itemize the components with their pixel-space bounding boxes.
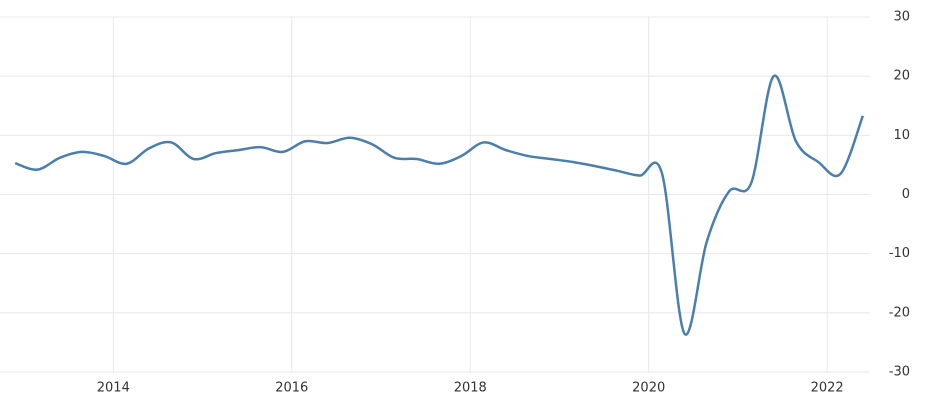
x-tick-label: 2022 bbox=[811, 381, 844, 396]
x-tick-label: 2020 bbox=[632, 381, 665, 396]
x-tick-label: 2018 bbox=[454, 381, 487, 396]
y-tick-label: 10 bbox=[893, 128, 910, 143]
y-tick-label: -30 bbox=[889, 365, 910, 380]
y-tick-label: -20 bbox=[889, 305, 910, 320]
y-tick-label: 20 bbox=[893, 69, 910, 84]
x-tick-label: 2016 bbox=[275, 381, 308, 396]
y-tick-label: 0 bbox=[902, 187, 910, 202]
y-tick-label: -10 bbox=[889, 246, 910, 261]
y-tick-label: 30 bbox=[893, 10, 910, 25]
line bbox=[14, 74, 865, 336]
x-tick-label: 2014 bbox=[97, 381, 130, 396]
